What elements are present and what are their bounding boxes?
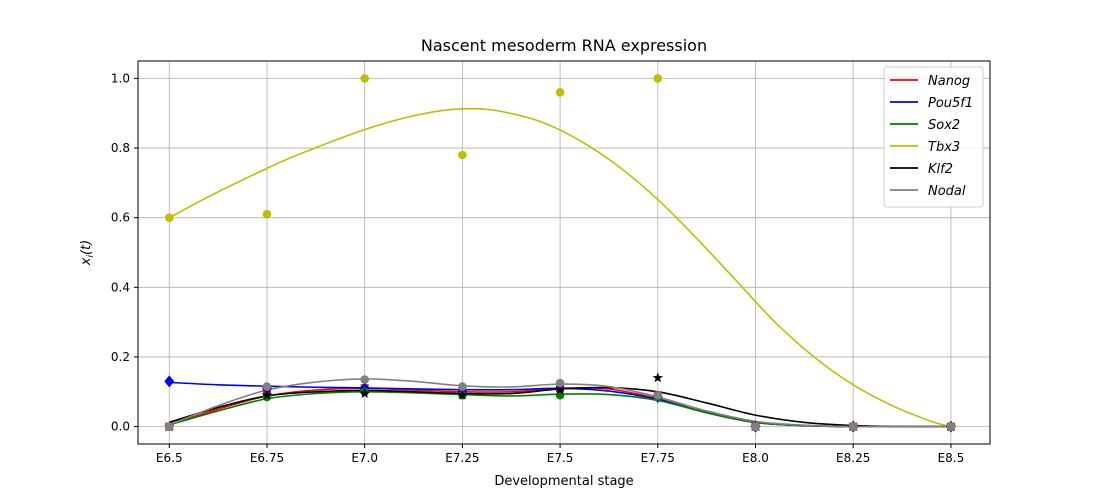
data-point-tbx3: [164, 213, 174, 222]
data-point-pou5f1: [164, 375, 175, 388]
data-point-nodal: [751, 422, 760, 431]
data-point-nodal: [848, 422, 858, 431]
legend: Nanog Pou5f1 Sox2 Tbx3 Klf2 Nodal: [883, 66, 984, 208]
data-point-nodal: [360, 375, 369, 384]
x-tick-label: E7.0: [351, 451, 378, 465]
legend-label-nodal: Nodal: [928, 184, 966, 199]
x-tick-label: E7.25: [445, 451, 479, 465]
data-point-nodal: [555, 378, 565, 388]
data-point-klf2: [554, 384, 566, 395]
y-tick-label: 0.8: [111, 141, 130, 155]
series-markers: [164, 74, 957, 433]
legend-label-klf2: Klf2: [928, 162, 953, 177]
legend-label-nanog: Nanog: [928, 74, 970, 89]
data-point-nodal: [458, 382, 467, 391]
legend-label-pou5f1: Pou5f1: [928, 96, 973, 111]
data-point-nodal: [946, 422, 956, 431]
data-point-tbx3: [653, 74, 663, 83]
chart-title: Nascent mesoderm RNA expression: [421, 36, 707, 55]
x-tick-label: E6.5: [156, 451, 183, 465]
y-tick-label: 0.2: [111, 350, 130, 364]
data-point-nodal: [653, 390, 663, 400]
y-tick-label: 0.6: [111, 211, 130, 225]
x-tick-label: E6.75: [250, 451, 284, 465]
x-tick-label: E7.75: [641, 451, 675, 465]
legend-label-sox2: Sox2: [928, 118, 960, 133]
legend-label-tbx3: Tbx3: [928, 140, 960, 155]
y-axis-label: xi(t): [79, 240, 96, 266]
y-tick-label: 0.4: [111, 280, 130, 294]
x-axis-label: Developmental stage: [494, 474, 633, 489]
series-line-tbx3: [168, 107, 952, 428]
data-point-tbx3: [360, 74, 369, 83]
data-point-nodal: [164, 422, 174, 431]
y-tick-label: 1.0: [111, 71, 130, 85]
data-point-tbx3: [262, 209, 272, 219]
data-point-klf2: [457, 389, 468, 400]
data-point-tbx3: [555, 88, 565, 97]
data-point-klf2: [261, 389, 273, 400]
data-point-nodal: [262, 382, 272, 391]
y-tick-label: 0.0: [111, 420, 130, 434]
x-tick-label: E8.25: [836, 451, 870, 465]
data-point-klf2: [359, 388, 370, 398]
plot-frame: [137, 60, 991, 445]
x-tick-label: E8.0: [742, 451, 769, 465]
data-point-tbx3: [458, 150, 467, 160]
axis-ticks: E6.5 E6.75 E7.0 E7.25 E7.5 E7.75 E8.0 E8.25 E8.5…: [111, 71, 964, 465]
data-point-klf2: [652, 372, 664, 383]
x-tick-label: E8.5: [938, 451, 965, 465]
x-tick-label: E7.5: [547, 451, 574, 465]
